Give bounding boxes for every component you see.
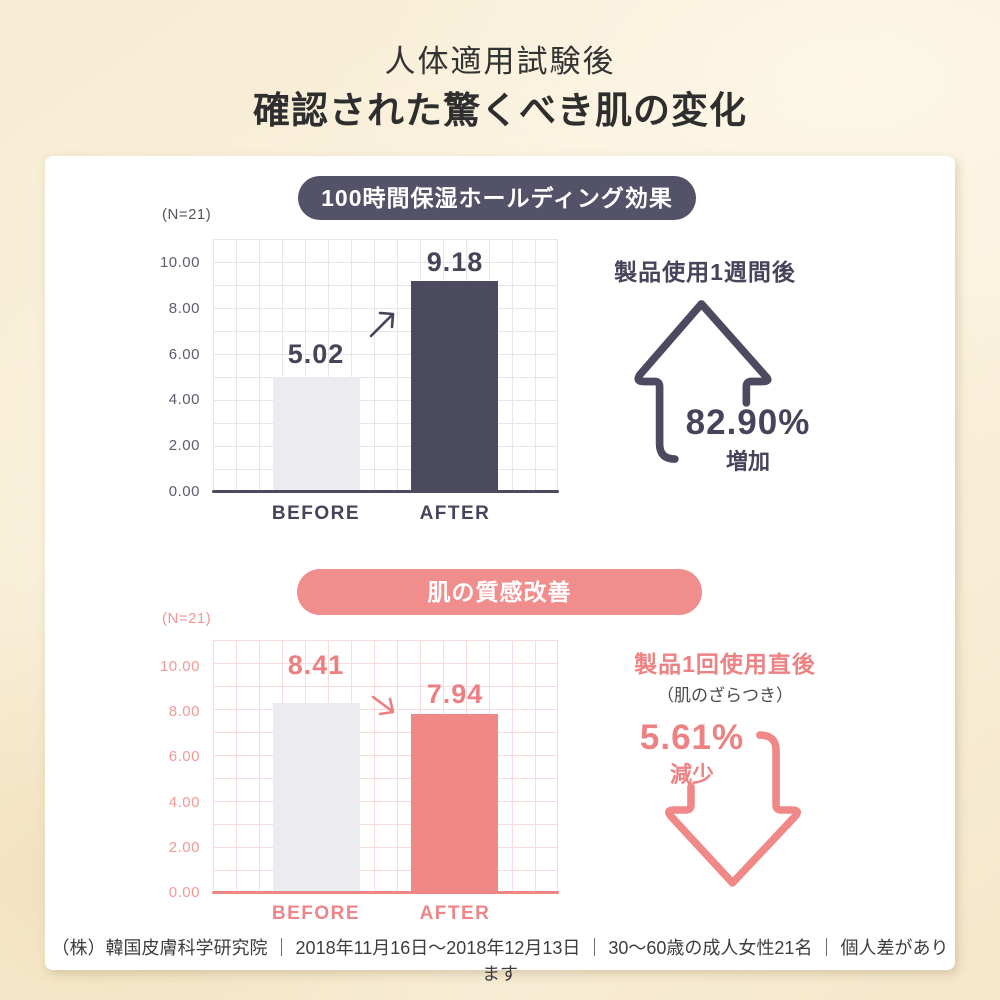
increase-arrow-icon: [634, 300, 772, 463]
page-title: 確認された驚くべき肌の変化: [253, 90, 747, 131]
chart2-ytick: 10.00: [159, 658, 200, 675]
chart1-ytick: 0.00: [168, 483, 200, 500]
chart2-ytick: 4.00: [168, 794, 200, 811]
chart2-ytick: 6.00: [168, 748, 200, 765]
study-footnote: （株）韓国皮膚科学研究院 ｜ 2018年11月16日〜2018年12月13日 ｜…: [51, 938, 949, 984]
chart1-value-before: 5.02: [287, 339, 345, 369]
page-subtitle: 人体適用試験後: [384, 44, 616, 79]
chart2-title-badge: 肌の質感改善: [297, 569, 702, 615]
chart2-percent: 5.61%: [639, 718, 745, 757]
chart1-plot-area: [213, 239, 558, 492]
chart1-ytick: 2.00: [168, 437, 200, 454]
chart1-label-before: BEFORE: [271, 503, 361, 524]
chart1-ytick: 4.00: [168, 391, 200, 408]
chart2-label-before: BEFORE: [271, 903, 361, 924]
chart1-bar-after: [411, 281, 498, 490]
chart2-ytick: 0.00: [168, 884, 200, 901]
chart2-sample-size: (N=21): [162, 610, 212, 627]
chart1-label-after: AFTER: [419, 503, 491, 524]
chart1-annotation-timing: 製品使用1週間後: [614, 259, 796, 285]
chart2-ytick: 2.00: [168, 839, 200, 856]
chart1-value-after: 9.18: [426, 247, 484, 277]
chart1-title-badge: 100時間保湿ホールディング効果: [298, 176, 696, 220]
decrease-arrow-icon: [665, 731, 801, 887]
chart2-value-after: 7.94: [426, 679, 484, 709]
chart1-direction: 増加: [725, 449, 770, 474]
chart1-percent: 82.90%: [685, 403, 811, 442]
chart2-annotation-timing: 製品1回使用直後: [634, 651, 816, 677]
chart1-bar-before: [273, 377, 360, 490]
chart2-value-before: 8.41: [287, 650, 345, 680]
chart2-annotation-target: （肌のざらつき）: [657, 686, 793, 705]
chart1-ytick: 10.00: [159, 254, 200, 271]
trend-up-icon: [369, 311, 395, 338]
chart2-label-after: AFTER: [419, 903, 491, 924]
chart1-x-axis: [212, 490, 559, 493]
chart2-bar-before: [273, 703, 360, 891]
chart2-ytick: 8.00: [168, 703, 200, 720]
chart2-plot-area: [213, 640, 558, 893]
chart1-ytick: 6.00: [168, 346, 200, 363]
chart2-x-axis: [212, 891, 559, 894]
chart2-bar-after: [411, 714, 498, 891]
chart1-ytick: 8.00: [168, 300, 200, 317]
chart1-sample-size: (N=21): [162, 206, 212, 223]
trend-down-icon: [371, 695, 395, 716]
chart2-direction: 減少: [669, 762, 714, 787]
